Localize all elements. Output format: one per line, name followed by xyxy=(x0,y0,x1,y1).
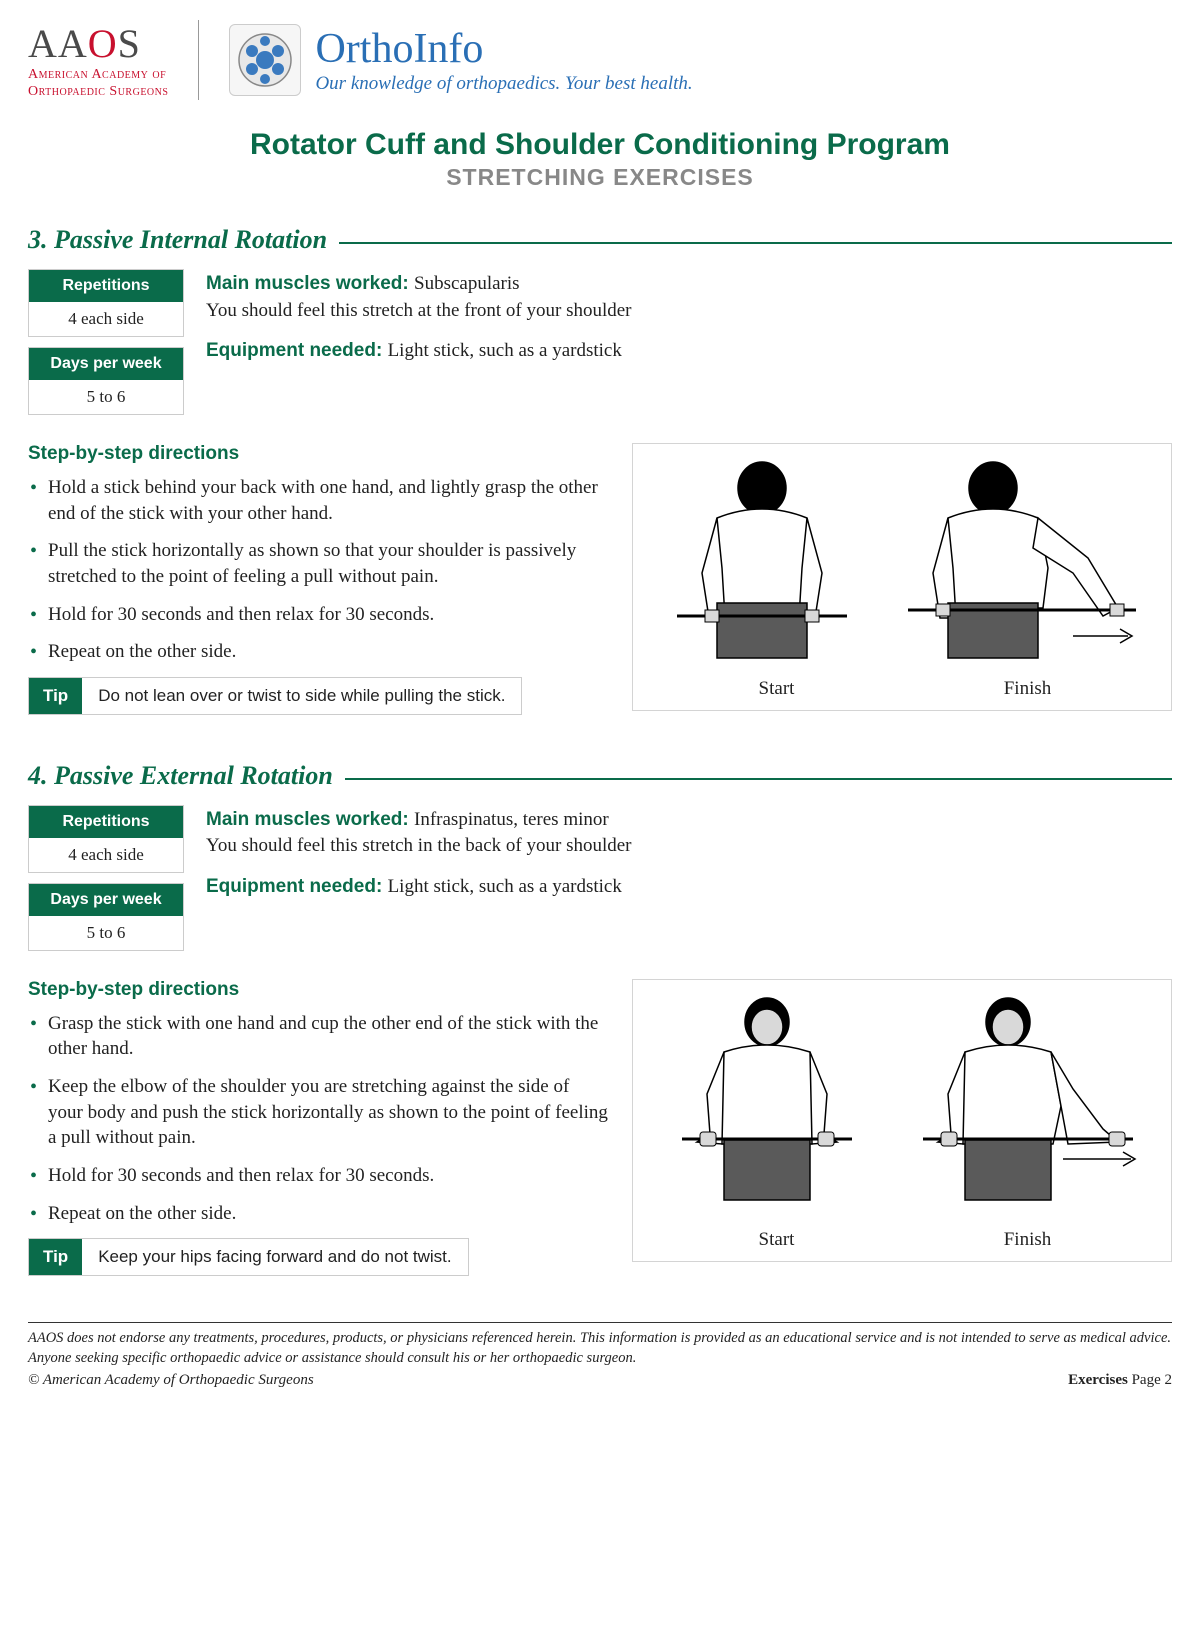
exercise-4-info-blocks: Repetitions 4 each side Days per week 5 … xyxy=(28,805,184,961)
reps-value: 4 each side xyxy=(29,838,183,872)
figure-front-finish-icon xyxy=(893,994,1153,1219)
tip-text: Do not lean over or twist to side while … xyxy=(82,678,521,714)
figure-front-start-icon xyxy=(652,994,882,1219)
disclaimer-text: AAOS does not endorse any treatments, pr… xyxy=(28,1323,1172,1372)
caption-start: Start xyxy=(651,1229,902,1251)
main-muscles-value: Infraspinatus, teres minor xyxy=(414,809,609,830)
aaos-logo: AAOS American Academy of Orthopaedic Sur… xyxy=(28,20,168,99)
figure-back-finish-icon xyxy=(888,458,1148,668)
reps-block: Repetitions 4 each side xyxy=(28,269,184,337)
aaos-pre: AA xyxy=(28,21,88,66)
aaos-o: O xyxy=(88,21,118,66)
days-value: 5 to 6 xyxy=(29,916,183,950)
equip-label: Equipment needed: xyxy=(206,340,388,361)
orthoinfo-logo: OrthoInfo Our knowledge of orthopaedics.… xyxy=(229,24,692,96)
figure-back-start-icon xyxy=(657,458,867,668)
step-item: Hold for 30 seconds and then relax for 3… xyxy=(28,602,608,628)
exercise-4: 4. Passive External Rotation Repetitions… xyxy=(28,761,1172,1276)
step-item: Keep the elbow of the shoulder you are s… xyxy=(28,1074,608,1151)
main-muscles-label: Main muscles worked: xyxy=(206,273,414,294)
step-item: Repeat on the other side. xyxy=(28,1201,608,1227)
caption-start: Start xyxy=(651,678,902,700)
exercise-3-info-blocks: Repetitions 4 each side Days per week 5 … xyxy=(28,269,184,425)
step-item: Repeat on the other side. xyxy=(28,639,608,665)
exercise-3-title: 3. Passive Internal Rotation xyxy=(28,225,327,255)
page-header: AAOS American Academy of Orthopaedic Sur… xyxy=(28,20,1172,100)
caption-finish: Finish xyxy=(902,678,1153,700)
exercise-4-steps: Grasp the stick with one hand and cup th… xyxy=(28,1011,608,1226)
program-title: Rotator Cuff and Shoulder Conditioning P… xyxy=(28,128,1172,162)
orthoinfo-icon xyxy=(229,24,301,96)
heading-rule xyxy=(339,242,1172,244)
exercise-4-title: 4. Passive External Rotation xyxy=(28,761,333,791)
step-item: Pull the stick horizontally as shown so … xyxy=(28,538,608,589)
days-label: Days per week xyxy=(29,348,183,380)
days-label: Days per week xyxy=(29,884,183,916)
caption-finish: Finish xyxy=(902,1229,1153,1251)
exercise-3: 3. Passive Internal Rotation Repetitions… xyxy=(28,225,1172,715)
tip-text: Keep your hips facing forward and do not… xyxy=(82,1239,467,1275)
orthoinfo-tagline: Our knowledge of orthopaedics. Your best… xyxy=(315,73,692,95)
step-item: Grasp the stick with one hand and cup th… xyxy=(28,1011,608,1062)
reps-block: Repetitions 4 each side xyxy=(28,805,184,873)
header-divider xyxy=(198,20,199,100)
aaos-sub1: American Academy of xyxy=(28,67,166,83)
page-label: Exercises xyxy=(1068,1372,1128,1388)
equip-label: Equipment needed: xyxy=(206,876,388,897)
heading-rule xyxy=(345,778,1172,780)
exercise-4-meta: Main muscles worked: Infraspinatus, tere… xyxy=(206,805,1172,961)
reps-label: Repetitions xyxy=(29,270,183,302)
equip-value: Light stick, such as a yardstick xyxy=(388,340,622,361)
tip-label: Tip xyxy=(29,678,82,714)
tip-row: Tip Keep your hips facing forward and do… xyxy=(28,1238,469,1276)
reps-label: Repetitions xyxy=(29,806,183,838)
days-block: Days per week 5 to 6 xyxy=(28,347,184,415)
aaos-logo-text: AAOS xyxy=(28,20,141,67)
footer-row: © American Academy of Orthopaedic Surgeo… xyxy=(28,1372,1172,1389)
exercise-4-illustration: Start Finish xyxy=(632,979,1172,1262)
steps-heading: Step-by-step directions xyxy=(28,443,608,465)
aaos-sub2: Orthopaedic Surgeons xyxy=(28,84,168,100)
step-item: Hold a stick behind your back with one h… xyxy=(28,475,608,526)
exercise-3-meta: Main muscles worked: Subscapularis You s… xyxy=(206,269,1172,425)
tip-row: Tip Do not lean over or twist to side wh… xyxy=(28,677,522,715)
days-block: Days per week 5 to 6 xyxy=(28,883,184,951)
copyright-text: © American Academy of Orthopaedic Surgeo… xyxy=(28,1372,314,1389)
aaos-post: S xyxy=(118,21,141,66)
equip-value: Light stick, such as a yardstick xyxy=(388,876,622,897)
days-value: 5 to 6 xyxy=(29,380,183,414)
main-muscles-value: Subscapularis xyxy=(414,273,520,294)
page-indicator: Exercises Page 2 xyxy=(1068,1372,1172,1389)
page-number: Page 2 xyxy=(1132,1372,1172,1388)
orthoinfo-title: OrthoInfo xyxy=(315,25,692,73)
feel-text: You should feel this stretch in the back… xyxy=(206,835,632,856)
reps-value: 4 each side xyxy=(29,302,183,336)
exercise-3-illustration: Start Finish xyxy=(632,443,1172,711)
main-muscles-label: Main muscles worked: xyxy=(206,809,414,830)
steps-heading: Step-by-step directions xyxy=(28,979,608,1001)
tip-label: Tip xyxy=(29,1239,82,1275)
program-subtitle: STRETCHING EXERCISES xyxy=(28,164,1172,191)
feel-text: You should feel this stretch at the fron… xyxy=(206,300,632,321)
exercise-3-steps: Hold a stick behind your back with one h… xyxy=(28,475,608,665)
step-item: Hold for 30 seconds and then relax for 3… xyxy=(28,1163,608,1189)
